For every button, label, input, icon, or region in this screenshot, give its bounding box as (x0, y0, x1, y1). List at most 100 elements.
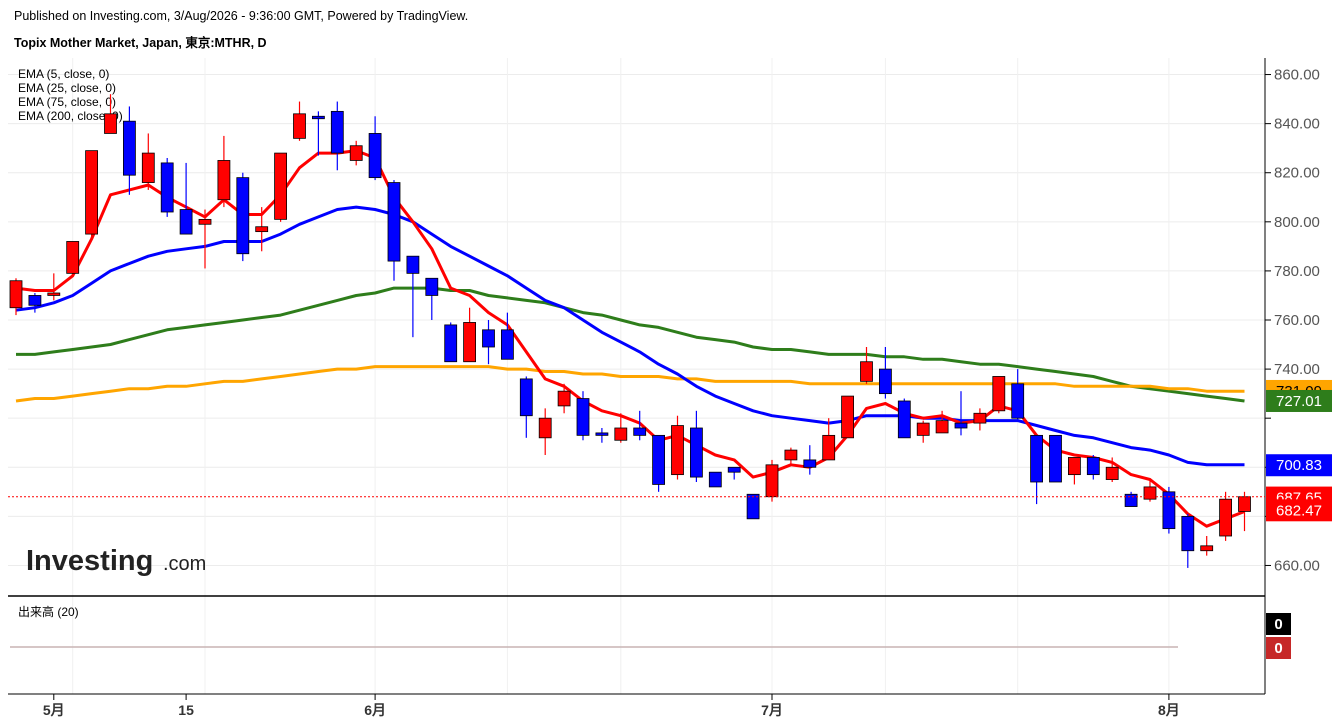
y-axis-label: 840.00 (1274, 116, 1320, 133)
candle-body (236, 177, 250, 255)
candle-body (9, 280, 23, 309)
candle-body (28, 295, 42, 306)
candle-body (897, 400, 911, 439)
volume-tag-text: 0 (1274, 640, 1282, 657)
x-axis-label: 6月 (364, 702, 386, 718)
y-axis-label: 740.00 (1274, 361, 1320, 378)
logo-suffix: .com (163, 553, 206, 575)
price-tag: 682.47 (1266, 499, 1332, 522)
candle-body (1011, 383, 1025, 419)
indicator-ema5: EMA (5, close, 0) (18, 67, 109, 81)
candle-body (349, 145, 363, 161)
candle (179, 162, 193, 235)
candle (198, 209, 212, 269)
candle-body (860, 361, 873, 382)
candle-body (123, 120, 136, 176)
candle-body (992, 376, 1006, 412)
candle-body (538, 417, 552, 439)
candle-body (1086, 457, 1100, 476)
candle-body (217, 160, 231, 201)
candle-body (66, 241, 80, 274)
candle (1200, 536, 1214, 556)
volume-label: 出来高 (20) (18, 604, 79, 619)
candle (1162, 486, 1176, 534)
candle (1049, 434, 1062, 483)
candle (349, 140, 363, 166)
candle (255, 207, 269, 252)
candle (916, 420, 930, 443)
candle-body (519, 378, 533, 417)
candle (1219, 491, 1232, 541)
candle (822, 418, 836, 461)
candle (652, 434, 665, 492)
investing-logo: Investing .com (26, 545, 206, 577)
candle (104, 94, 117, 134)
candle (992, 376, 1006, 414)
candle-body (879, 368, 892, 395)
candle (973, 408, 987, 431)
grid (8, 58, 1265, 694)
candle-body (1181, 515, 1195, 552)
candle-body (406, 255, 420, 274)
candle-body (727, 466, 741, 473)
symbol-title: Topix Mother Market, Japan, 東京:MTHR, D (14, 36, 267, 50)
candle (1181, 513, 1195, 568)
candles (8, 94, 1265, 568)
candle (1124, 491, 1138, 507)
candle (576, 391, 590, 441)
candle-body (274, 152, 288, 220)
candle (1143, 479, 1157, 502)
candle (425, 277, 439, 320)
candle-body (690, 427, 703, 478)
candle (784, 447, 798, 465)
candle-body (973, 412, 987, 424)
indicator-legend: EMA (5, close, 0) EMA (25, close, 0) EMA… (18, 67, 123, 123)
indicator-ema75: EMA (75, close, 0) (18, 95, 116, 109)
candle (47, 273, 61, 301)
candle-body (1068, 457, 1081, 476)
candle (85, 150, 98, 237)
candle-body (916, 422, 930, 436)
candle (1030, 434, 1043, 505)
candle (879, 347, 892, 399)
candle-body (935, 420, 949, 434)
candle (727, 466, 741, 480)
candle-body (47, 292, 61, 296)
candle (500, 312, 514, 360)
candle (1086, 455, 1100, 480)
x-axis-label: 5月 (43, 702, 65, 718)
price-tag-bg (1266, 389, 1332, 412)
candle-body (822, 434, 836, 461)
y-axis-label: 800.00 (1274, 214, 1320, 231)
candle (463, 307, 477, 363)
candle (841, 395, 854, 439)
y-axis-label: 780.00 (1274, 263, 1320, 280)
candle-body (614, 427, 628, 441)
x-axis-labels: 5月 15 6月 7月 8月 (43, 694, 1180, 718)
logo-brand: Investing (26, 545, 153, 577)
price-tag-text: 700.83 (1276, 457, 1322, 474)
candle (954, 391, 968, 436)
candle-body (557, 390, 571, 407)
candle-body (463, 322, 477, 363)
candle (387, 180, 401, 281)
volume-tags: 00 (1266, 613, 1291, 659)
price-tag: 700.83 (1266, 454, 1332, 477)
x-axis-label: 7月 (761, 702, 783, 718)
candle-body (444, 324, 458, 363)
candle-body (179, 209, 193, 235)
volume-tag: 0 (1266, 613, 1291, 635)
candle-body (482, 329, 495, 348)
candle-body (1219, 498, 1232, 537)
candle-body (1105, 466, 1119, 480)
candle (935, 410, 949, 434)
candle (860, 347, 873, 384)
candle-body (85, 150, 98, 235)
candle (123, 106, 136, 195)
candle-body (1049, 434, 1062, 483)
candle-body (311, 115, 325, 120)
y-axis-label: 820.00 (1274, 165, 1320, 182)
volume-tag: 0 (1266, 637, 1291, 659)
candle-body (1200, 545, 1214, 552)
